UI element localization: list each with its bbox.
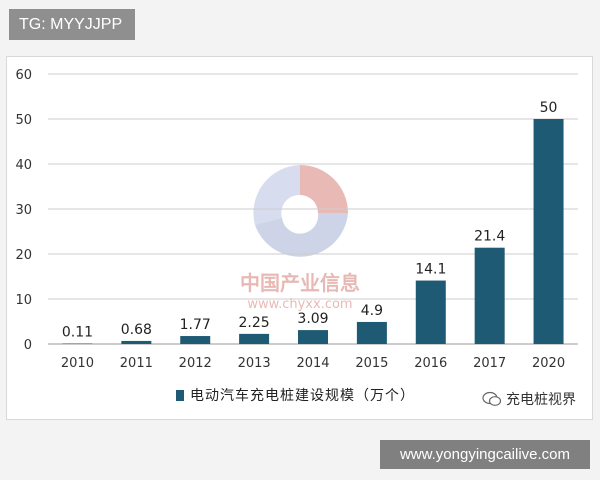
data-label-2015: 4.9	[361, 303, 383, 319]
data-label-2020: 50	[540, 100, 558, 116]
x-tick-label-2015: 2015	[355, 356, 388, 371]
chart-frame	[6, 56, 593, 420]
x-tick-label-2017: 2017	[473, 356, 506, 371]
y-tick-label: 50	[15, 113, 32, 128]
x-tick-label-2013: 2013	[238, 356, 271, 371]
y-tick-label: 20	[15, 248, 32, 263]
bar-2014	[298, 330, 328, 344]
bar-2017	[474, 247, 505, 344]
bar-2015	[356, 321, 387, 344]
x-axis-ticks: 2010 2011 2012 2013 2014 2015 2016 2017 2020	[61, 356, 565, 371]
wechat-source: 充电桩视界	[482, 388, 576, 410]
bar-2011	[121, 340, 152, 344]
watermark: 中国产业信息 www.chyxx.com	[240, 165, 360, 312]
bottom-badge: www.yongyingcailive.com	[380, 440, 590, 469]
x-tick-label-2010: 2010	[61, 356, 94, 371]
data-label-2011: 0.68	[121, 322, 152, 338]
data-label-2017: 21.4	[474, 229, 505, 245]
wechat-icon	[482, 391, 502, 406]
x-tick-label-2016: 2016	[414, 356, 447, 371]
bar-2012	[180, 336, 211, 344]
bar-2020	[533, 119, 564, 344]
watermark-logo-part	[253, 165, 300, 225]
x-tick-label-2011: 2011	[120, 356, 153, 371]
y-tick-label: 10	[15, 293, 32, 308]
top-badge: TG: MYYJJPP	[9, 9, 135, 40]
y-tick-label: 40	[15, 158, 32, 173]
data-label-2016: 14.1	[415, 262, 446, 278]
wechat-source-text: 充电桩视界	[506, 392, 576, 408]
data-labels: 0.11 0.68 1.77 2.25 3.09 4.9 14.1 21.4 50	[62, 100, 558, 341]
y-tick-label: 60	[15, 68, 32, 83]
y-tick-label: 30	[15, 203, 32, 218]
bar-2016	[415, 280, 446, 344]
data-label-2013: 2.25	[239, 315, 270, 331]
legend-swatch	[176, 390, 184, 401]
legend-label: 电动汽车充电桩建设规模（万个）	[190, 387, 415, 404]
watermark-url: www.chyxx.com	[247, 297, 352, 312]
bar-2013	[239, 333, 270, 344]
x-tick-label-2020: 2020	[532, 356, 565, 371]
y-axis-ticks: 0 10 20 30 40 50 60	[15, 68, 32, 353]
watermark-title: 中国产业信息	[240, 271, 360, 295]
data-label-2010: 0.11	[62, 325, 93, 341]
watermark-logo-part	[300, 165, 348, 213]
data-label-2014: 3.09	[297, 311, 328, 327]
watermark-logo-part	[255, 213, 348, 257]
bars	[62, 119, 564, 344]
legend: 电动汽车充电桩建设规模（万个）	[176, 387, 415, 404]
x-tick-label-2012: 2012	[179, 356, 212, 371]
data-label-2012: 1.77	[180, 317, 211, 333]
x-tick-label-2014: 2014	[296, 356, 329, 371]
y-tick-label: 0	[24, 338, 32, 353]
